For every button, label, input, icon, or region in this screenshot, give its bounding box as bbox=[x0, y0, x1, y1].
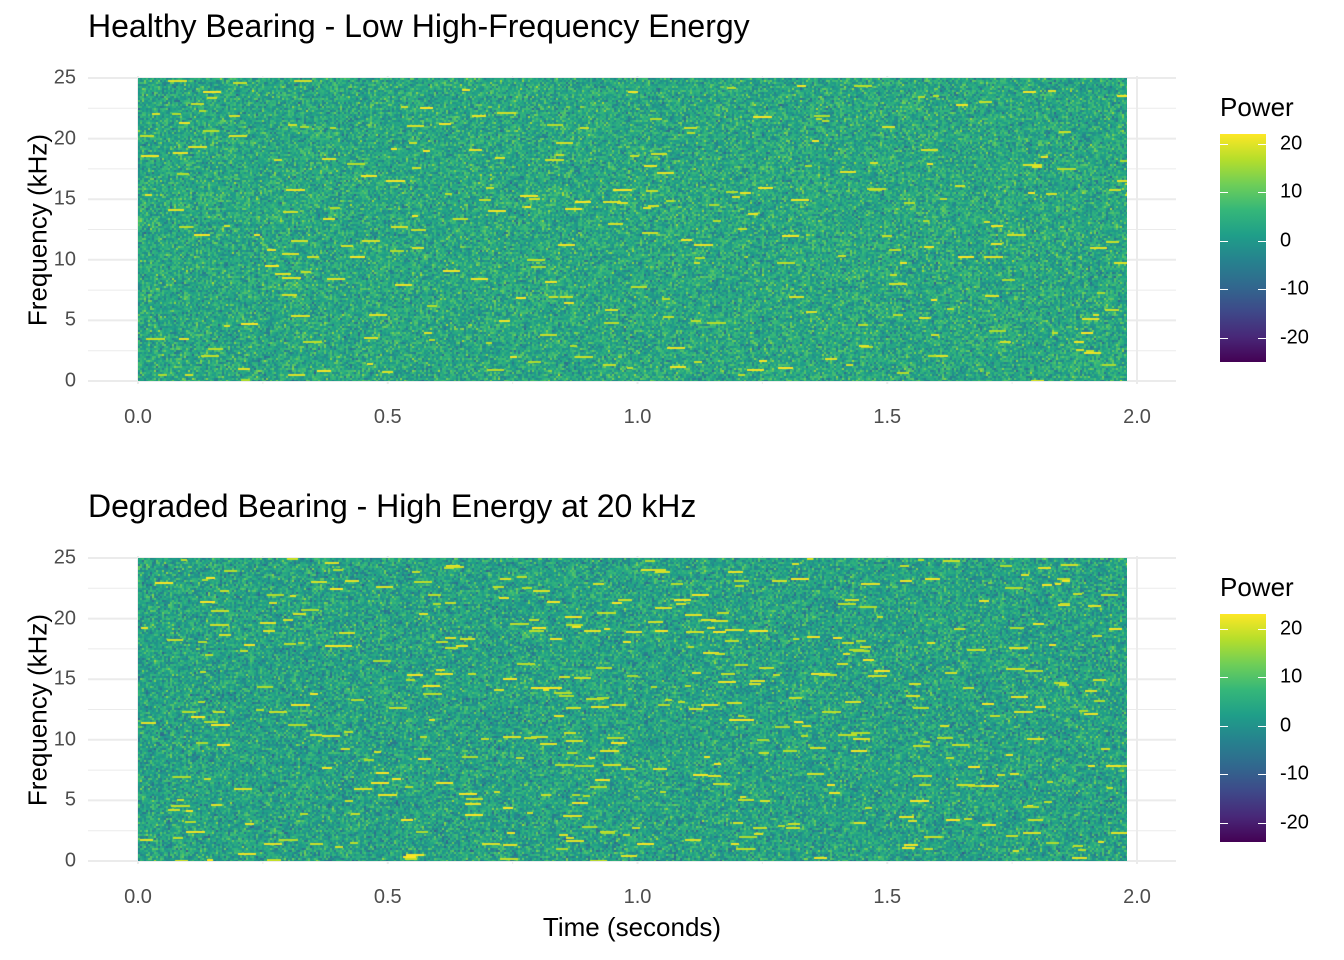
legend-tick-mark bbox=[1220, 628, 1228, 630]
y-tick-label: 20 bbox=[53, 607, 76, 630]
y-tick-label: 5 bbox=[64, 788, 76, 811]
panel-degraded-bearing: Degraded Bearing - High Energy at 20 kHz… bbox=[0, 480, 1344, 950]
x-tick-label: 0.5 bbox=[373, 406, 402, 428]
legend-tick-mark bbox=[1258, 143, 1266, 145]
y-tick-label: 15 bbox=[53, 667, 76, 690]
plot-area bbox=[88, 556, 1176, 864]
color-legend: Power 20 10 0 -10 -20 bbox=[1200, 568, 1340, 858]
legend-tick-label: 20 bbox=[1280, 132, 1303, 155]
y-tick-label: 10 bbox=[53, 728, 76, 751]
legend-tick-mark bbox=[1220, 143, 1228, 145]
y-tick-label: 0 bbox=[64, 849, 76, 872]
y-tick-label: 20 bbox=[53, 127, 76, 150]
x-axis-label: Time (seconds) bbox=[542, 912, 722, 942]
legend-tick-mark bbox=[1220, 192, 1228, 194]
legend-tick-mark bbox=[1258, 725, 1266, 727]
x-tick-label: 0.0 bbox=[124, 886, 152, 908]
legend-tick-label: 10 bbox=[1280, 180, 1303, 203]
colorbar bbox=[1220, 134, 1266, 362]
legend-tick-label: 10 bbox=[1280, 665, 1303, 688]
legend-tick-label: 0 bbox=[1280, 714, 1292, 737]
legend-title: Power bbox=[1220, 572, 1294, 602]
legend-tick-mark bbox=[1220, 822, 1228, 824]
x-tick-label: 0.5 bbox=[373, 886, 402, 908]
legend-tick-label: -10 bbox=[1280, 277, 1309, 300]
y-tick-label: 25 bbox=[53, 66, 76, 89]
y-tick-label: 5 bbox=[64, 308, 76, 331]
x-tick-label: 1.0 bbox=[623, 886, 652, 908]
legend-tick-mark bbox=[1220, 774, 1228, 776]
legend-tick-label: 20 bbox=[1280, 617, 1303, 640]
x-tick-label: 2.0 bbox=[1123, 886, 1151, 908]
spectrogram-heatmap bbox=[138, 78, 1127, 381]
x-tick-label: 0.0 bbox=[124, 406, 152, 428]
chart-title: Healthy Bearing - Low High-Frequency Ene… bbox=[88, 8, 750, 44]
legend-tick-mark bbox=[1258, 289, 1266, 291]
x-tick-label: 1.0 bbox=[623, 406, 652, 428]
legend-tick-mark bbox=[1258, 774, 1266, 776]
colorbar bbox=[1220, 614, 1266, 842]
legend-tick-label: 0 bbox=[1280, 229, 1292, 252]
y-tick-label: 25 bbox=[53, 546, 76, 569]
x-tick-label: 1.5 bbox=[873, 886, 902, 908]
legend-tick-mark bbox=[1220, 289, 1228, 291]
x-tick-label: 1.5 bbox=[873, 406, 902, 428]
legend-title: Power bbox=[1220, 92, 1294, 122]
legend-tick-mark bbox=[1220, 677, 1228, 679]
color-legend: Power 20 10 0 -10 -20 bbox=[1200, 88, 1340, 378]
legend-tick-mark bbox=[1220, 725, 1228, 727]
legend-tick-label: -10 bbox=[1280, 762, 1309, 785]
legend-tick-mark bbox=[1258, 192, 1266, 194]
plot-area bbox=[88, 76, 1176, 384]
y-tick-label: 0 bbox=[64, 369, 76, 392]
legend-tick-mark bbox=[1258, 677, 1266, 679]
panel-healthy-bearing: Healthy Bearing - Low High-Frequency Ene… bbox=[0, 0, 1344, 470]
legend-tick-mark bbox=[1220, 337, 1228, 339]
y-tick-label: 15 bbox=[53, 187, 76, 210]
legend-tick-mark bbox=[1258, 240, 1266, 242]
x-tick-label: 2.0 bbox=[1123, 406, 1151, 428]
legend-tick-mark bbox=[1258, 337, 1266, 339]
y-tick-label: 10 bbox=[53, 248, 76, 271]
legend-tick-label: -20 bbox=[1280, 326, 1309, 349]
legend-tick-mark bbox=[1258, 628, 1266, 630]
legend-tick-mark bbox=[1258, 822, 1266, 824]
legend-tick-mark bbox=[1220, 240, 1228, 242]
chart-title: Degraded Bearing - High Energy at 20 kHz bbox=[88, 488, 697, 524]
spectrogram-heatmap bbox=[138, 558, 1127, 861]
legend-tick-label: -20 bbox=[1280, 811, 1309, 834]
